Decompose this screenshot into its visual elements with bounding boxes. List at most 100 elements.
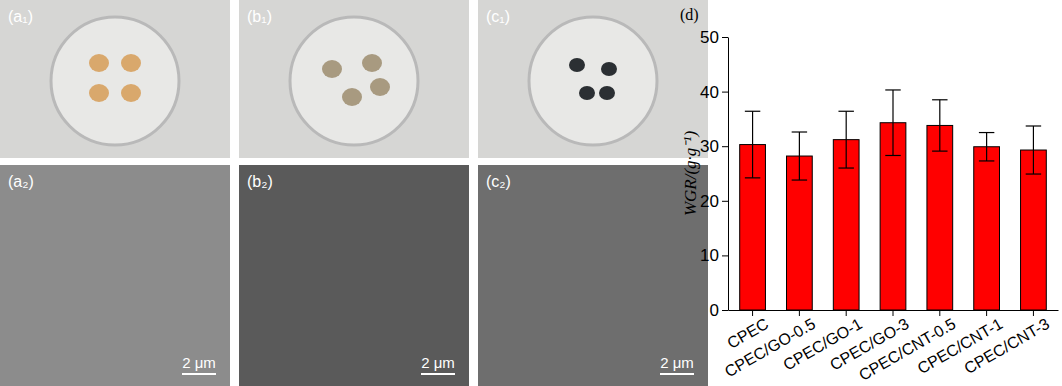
image-panel: (c₁): [478, 0, 708, 158]
y-tick-label: 40: [700, 83, 719, 102]
y-tick-mark: [722, 201, 728, 202]
y-tick-label: 50: [700, 28, 719, 47]
y-tick-mark: [722, 92, 728, 93]
panel-label: (b₂): [247, 173, 273, 190]
petri-dish: [290, 17, 418, 145]
sample-bead: [362, 54, 382, 72]
error-bar: [838, 111, 853, 168]
y-tick: 20: [700, 192, 728, 211]
petri-dish: [51, 17, 179, 145]
sample-bead: [601, 62, 617, 76]
scale-bar-label: 2 μm: [182, 354, 216, 371]
image-panel: 2 μm(a₂): [0, 165, 230, 386]
error-bar-cap: [745, 111, 760, 112]
sample-bead: [370, 78, 390, 96]
image-panel: (b₁): [239, 0, 469, 158]
error-bar-stem: [846, 111, 847, 168]
y-axis: 0 10 20 30 40 50: [700, 28, 728, 320]
error-bar-cap: [979, 132, 994, 133]
y-tick: 0: [710, 301, 728, 320]
panel-label: (d): [680, 6, 699, 24]
image-panel: (a₁): [0, 0, 230, 158]
bar: [974, 147, 1000, 310]
x-tick-mark: [799, 310, 800, 316]
y-tick-label: 20: [700, 192, 719, 211]
sample-bead: [599, 86, 615, 100]
x-tick-mark: [1033, 310, 1034, 316]
x-tick: CPEC/CNT-1: [914, 310, 1005, 377]
image-panel: 2 μm (b₂): [239, 165, 469, 386]
petri-dish: [529, 17, 657, 145]
bar: [1021, 150, 1047, 310]
error-bar: [932, 100, 947, 151]
scale-bar: [182, 373, 216, 375]
y-axis-title: WGR/(g·g⁻¹): [681, 131, 700, 217]
x-tick-mark: [893, 310, 894, 316]
y-tick-label: 10: [700, 246, 719, 265]
photo-background: [0, 0, 230, 158]
error-bar-cap: [792, 179, 807, 180]
plot-area: [740, 90, 1047, 310]
error-bar-stem: [892, 90, 893, 156]
y-tick: 50: [700, 28, 728, 47]
y-tick: 30: [700, 137, 728, 156]
error-bar-stem: [939, 100, 940, 151]
sem-image: [0, 165, 230, 386]
error-bar-stem: [986, 133, 987, 161]
error-bar: [885, 90, 900, 156]
x-tick-mark: [846, 310, 847, 316]
x-axis: CPECCPEC/GO-0.5CPEC/GO-1CPEC/GO-3CPEC/CN…: [722, 310, 1059, 384]
x-tick-mark: [986, 310, 987, 316]
y-tick-mark: [722, 37, 728, 38]
y-tick-label: 30: [700, 137, 719, 156]
error-bar-cap: [932, 151, 947, 152]
error-bar-cap: [1026, 173, 1041, 174]
error-bar: [1026, 126, 1041, 174]
sample-bead: [121, 84, 141, 102]
scale-bar-label: 2 μm: [660, 354, 694, 371]
panel-label: (c₁): [486, 8, 510, 25]
figure: (a₁)(b₁)(c₁)2 μm(a₂)2 μm(b₂)2 μm(c₂)0102…: [0, 0, 1062, 386]
image-panel: 2 μm (c₂): [478, 165, 708, 386]
error-bar-stem: [752, 111, 753, 178]
sem-image: [239, 165, 469, 386]
error-bar-cap: [838, 111, 853, 112]
x-tick: CPEC/GO-1: [780, 310, 865, 374]
sample-bead: [569, 58, 585, 72]
error-bar-cap: [885, 155, 900, 156]
sample-bead: [579, 86, 595, 100]
sample-bead: [121, 54, 141, 72]
y-tick-mark: [722, 146, 728, 147]
panel-label: (a₁): [8, 8, 33, 25]
error-bar-stem: [799, 132, 800, 180]
scale-bar-label: 2 μm: [421, 354, 455, 371]
y-tick-mark: [722, 255, 728, 256]
sem-image: [478, 165, 708, 386]
y-tick-mark: [722, 310, 728, 311]
photo-background: [478, 0, 708, 158]
x-tick-mark: [939, 310, 940, 316]
panel-label: (c₂): [486, 173, 511, 190]
sample-bead: [89, 54, 109, 72]
y-tick-label: 0: [710, 301, 719, 320]
error-bar: [979, 133, 994, 161]
x-tick: CPEC/CNT-3: [961, 310, 1052, 377]
scale-bar: [660, 373, 694, 375]
error-bar-cap: [932, 99, 947, 100]
photo-background: [239, 0, 469, 158]
y-tick: 40: [700, 83, 728, 102]
bar: [927, 125, 953, 310]
error-bar: [745, 111, 760, 178]
x-tick-label: CPEC/CNT-3: [961, 315, 1052, 377]
error-bar-cap: [745, 177, 760, 178]
x-tick-mark: [752, 310, 753, 316]
error-bar-cap: [979, 160, 994, 161]
error-bar-stem: [1033, 126, 1034, 174]
error-bar-cap: [885, 89, 900, 90]
sample-bead: [342, 88, 362, 106]
error-bar-cap: [1026, 125, 1041, 126]
scale-bar: [421, 373, 455, 375]
error-bar-cap: [838, 167, 853, 168]
sample-bead: [89, 84, 109, 102]
error-bar: [792, 132, 807, 180]
